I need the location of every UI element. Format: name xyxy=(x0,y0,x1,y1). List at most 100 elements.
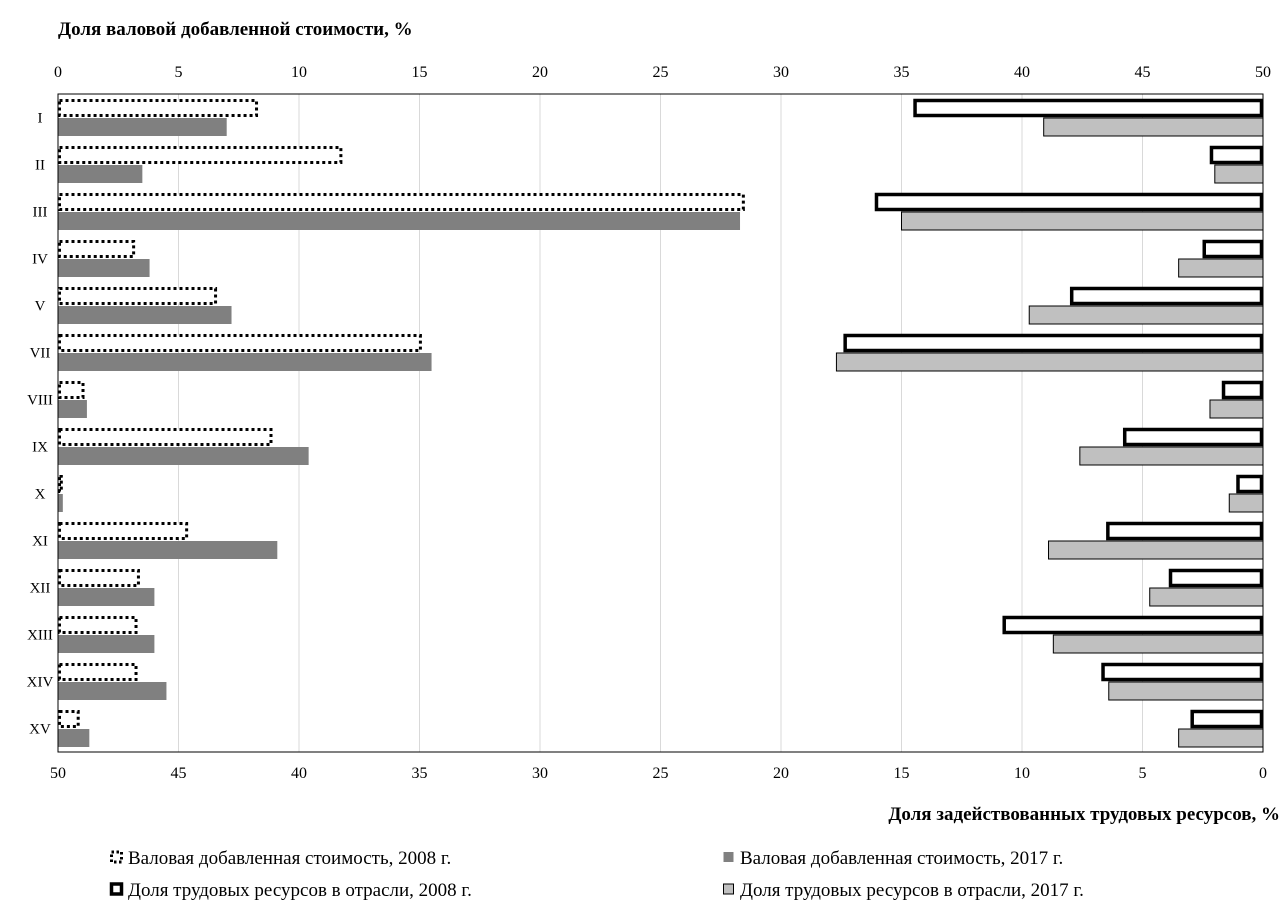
top-tick-label: 25 xyxy=(653,64,669,81)
bottom-tick-label: 45 xyxy=(171,765,187,782)
bar-labor-2008 xyxy=(1168,568,1264,588)
category-label: XII xyxy=(30,581,51,597)
bar-labor-2017 xyxy=(1214,164,1264,184)
bar-gva-2008 xyxy=(58,616,138,634)
category-label: IX xyxy=(32,440,48,456)
bar-labor-2017 xyxy=(1052,634,1264,654)
bar-gva-2017 xyxy=(58,541,278,559)
category-label: V xyxy=(35,299,46,315)
category-label: IV xyxy=(32,252,48,268)
bars xyxy=(58,98,1264,748)
bar-gva-2017 xyxy=(58,306,232,324)
top-tick-label: 40 xyxy=(1014,64,1030,81)
bar-labor-2017 xyxy=(1108,681,1264,701)
bottom-tick-label: 0 xyxy=(1259,765,1267,782)
top-tick-label: 15 xyxy=(412,64,428,81)
bar-labor-2008 xyxy=(843,333,1264,353)
bottom-tick-label: 50 xyxy=(50,765,66,782)
category-label: XIV xyxy=(27,675,54,691)
category-label: VII xyxy=(30,346,51,362)
category-label: II xyxy=(35,158,45,174)
bar-gva-2008 xyxy=(58,569,140,587)
bar-gva-2017 xyxy=(58,165,143,183)
bar-gva-2017 xyxy=(58,729,90,747)
bar-labor-2008 xyxy=(913,98,1264,118)
bar-gva-2017 xyxy=(58,635,155,653)
bar-labor-2017 xyxy=(901,211,1264,231)
bar-labor-2017 xyxy=(1149,587,1264,607)
category-label: I xyxy=(38,111,43,127)
bar-labor-2008 xyxy=(1069,286,1264,306)
bar-labor-2008 xyxy=(1002,615,1264,635)
legend-swatch xyxy=(723,852,734,862)
bar-gva-2017 xyxy=(58,494,63,512)
bar-labor-2017 xyxy=(1079,446,1264,466)
bar-labor-2008 xyxy=(1221,380,1264,400)
bar-gva-2017 xyxy=(58,118,227,136)
top-axis-ticks: 0 5 10 15 20 25 30 35 40 45 50 xyxy=(54,64,1271,81)
bar-labor-2017 xyxy=(1228,493,1264,513)
legend-label: Доля трудовых ресурсов в отрасли, 2017 г… xyxy=(740,880,1084,901)
legend-label: Валовая добавленная стоимость, 2008 г. xyxy=(128,848,451,869)
bar-labor-2008 xyxy=(1122,427,1264,447)
bottom-tick-label: 25 xyxy=(653,765,669,782)
bar-gva-2008 xyxy=(58,193,745,211)
category-label: XV xyxy=(29,722,51,738)
legend-label: Валовая добавленная стоимость, 2017 г. xyxy=(740,848,1063,869)
bar-gva-2017 xyxy=(58,259,150,277)
plot-area-border xyxy=(57,93,1264,753)
bar-gva-2017 xyxy=(58,400,87,418)
top-tick-label: 35 xyxy=(894,64,910,81)
bar-gva-2017 xyxy=(58,588,155,606)
gridlines xyxy=(178,94,1143,752)
bottom-tick-label: 5 xyxy=(1139,765,1147,782)
top-tick-label: 0 xyxy=(54,64,62,81)
bar-labor-2017 xyxy=(1178,258,1264,278)
bottom-tick-label: 10 xyxy=(1014,765,1030,782)
top-axis-title: Доля валовой добавленной стоимости, % xyxy=(58,19,413,40)
bottom-tick-label: 35 xyxy=(412,765,428,782)
category-label: XI xyxy=(32,534,48,550)
legend-swatch xyxy=(110,850,123,864)
bar-gva-2008 xyxy=(58,522,189,540)
bar-labor-2008 xyxy=(1209,145,1264,165)
bottom-tick-label: 40 xyxy=(291,765,307,782)
bottom-tick-label: 15 xyxy=(894,765,910,782)
legend-label: Доля трудовых ресурсов в отрасли, 2008 г… xyxy=(128,880,472,901)
legend: Валовая добавленная стоимость, 2008 г. Ва… xyxy=(109,848,1084,901)
bar-labor-2008 xyxy=(874,192,1264,212)
bar-gva-2008 xyxy=(58,428,273,446)
top-tick-label: 20 xyxy=(532,64,548,81)
legend-swatch xyxy=(723,883,734,895)
bar-gva-2017 xyxy=(58,353,432,371)
bar-gva-2008 xyxy=(58,240,136,258)
bar-labor-2008 xyxy=(1101,662,1264,682)
bar-gva-2008 xyxy=(58,334,422,352)
category-label: XIII xyxy=(27,628,53,644)
bottom-tick-label: 20 xyxy=(773,765,789,782)
bar-gva-2017 xyxy=(58,682,167,700)
bar-labor-2008 xyxy=(1190,709,1264,729)
top-tick-label: 45 xyxy=(1135,64,1151,81)
bar-labor-2017 xyxy=(1043,117,1264,137)
bar-labor-2017 xyxy=(1048,540,1264,560)
bar-gva-2008 xyxy=(58,146,343,164)
bar-labor-2008 xyxy=(1106,521,1264,541)
bar-labor-2008 xyxy=(1202,239,1264,259)
bar-labor-2017 xyxy=(1209,399,1264,419)
bar-gva-2008 xyxy=(58,381,85,399)
bar-gva-2008 xyxy=(58,710,80,728)
bar-gva-2017 xyxy=(58,447,309,465)
bottom-tick-label: 30 xyxy=(532,765,548,782)
bar-labor-2017 xyxy=(1178,728,1264,748)
bottom-axis-ticks: 50 45 40 35 30 25 20 15 10 5 0 xyxy=(50,765,1267,782)
top-tick-label: 10 xyxy=(291,64,307,81)
top-tick-label: 5 xyxy=(175,64,183,81)
bar-gva-2008 xyxy=(58,99,259,117)
bar-labor-2017 xyxy=(835,352,1264,372)
category-label: VIII xyxy=(27,393,53,409)
bar-labor-2008 xyxy=(1236,474,1264,494)
category-label: X xyxy=(35,487,46,503)
